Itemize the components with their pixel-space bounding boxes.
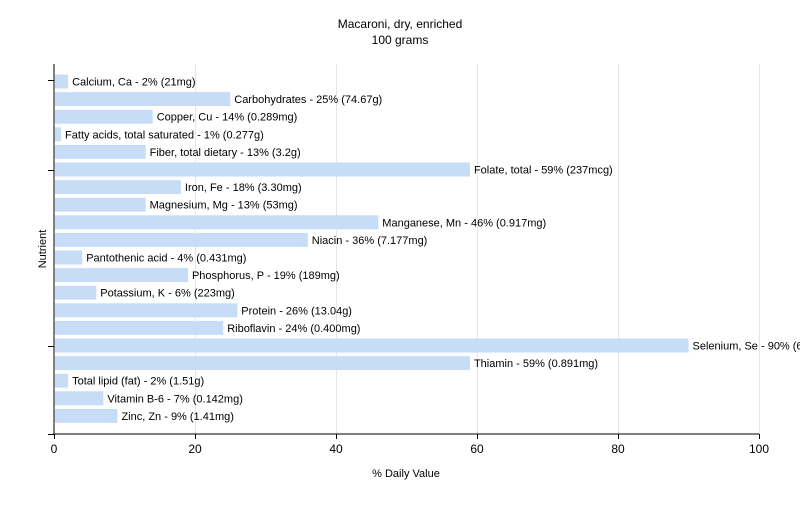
bar bbox=[55, 233, 308, 247]
bar bbox=[55, 374, 68, 388]
x-tick-label: 40 bbox=[329, 442, 343, 456]
bar bbox=[55, 391, 103, 405]
bar-label: Folate, total - 59% (237mcg) bbox=[474, 165, 613, 177]
bar bbox=[55, 303, 237, 317]
bar-label: Fatty acids, total saturated - 1% (0.277… bbox=[65, 129, 264, 141]
bar bbox=[55, 180, 181, 194]
bar-label: Fiber, total dietary - 13% (3.2g) bbox=[150, 147, 301, 159]
chart-title: Macaroni, dry, enriched bbox=[338, 17, 463, 31]
x-tick-label: 60 bbox=[470, 442, 484, 456]
bar-label: Phosphorus, P - 19% (189mg) bbox=[192, 270, 340, 282]
y-axis-label: Nutrient bbox=[37, 230, 49, 269]
bar-label: Copper, Cu - 14% (0.289mg) bbox=[157, 112, 298, 124]
bar bbox=[55, 339, 689, 353]
bar bbox=[55, 198, 146, 212]
bar bbox=[55, 215, 378, 229]
bar-label: Riboflavin - 24% (0.400mg) bbox=[227, 323, 360, 335]
bar-label: Total lipid (fat) - 2% (1.51g) bbox=[72, 376, 204, 388]
bar bbox=[55, 356, 470, 370]
bar bbox=[55, 321, 223, 335]
bar bbox=[55, 127, 61, 141]
bar bbox=[55, 92, 230, 106]
bar-label: Manganese, Mn - 46% (0.917mg) bbox=[382, 217, 546, 229]
x-tick-label: 80 bbox=[611, 442, 625, 456]
bar-label: Pantothenic acid - 4% (0.431mg) bbox=[86, 253, 246, 265]
x-tick-label: 100 bbox=[749, 442, 769, 456]
bar bbox=[55, 110, 153, 124]
bar-label: Iron, Fe - 18% (3.30mg) bbox=[185, 182, 302, 194]
bar-label: Carbohydrates - 25% (74.67g) bbox=[234, 94, 382, 106]
bar bbox=[55, 286, 96, 300]
bar-label: Protein - 26% (13.04g) bbox=[241, 305, 352, 317]
x-ticks: 0 20 40 60 80 100 bbox=[51, 434, 770, 456]
bar-label: Niacin - 36% (7.177mg) bbox=[312, 235, 428, 247]
x-axis-label: % Daily Value bbox=[372, 468, 440, 480]
x-tick-label: 0 bbox=[51, 442, 58, 456]
bar-label: Magnesium, Mg - 13% (53mg) bbox=[150, 200, 298, 212]
bar-label: Potassium, K - 6% (223mg) bbox=[100, 288, 235, 300]
bar bbox=[55, 251, 82, 265]
bar bbox=[55, 268, 188, 282]
bar bbox=[55, 145, 146, 159]
x-tick-label: 20 bbox=[188, 442, 202, 456]
chart-subtitle: 100 grams bbox=[372, 33, 429, 47]
bar-label: Zinc, Zn - 9% (1.41mg) bbox=[121, 411, 233, 423]
bar bbox=[55, 163, 470, 177]
bar-label: Calcium, Ca - 2% (21mg) bbox=[72, 77, 195, 89]
bar bbox=[55, 409, 117, 423]
bar bbox=[55, 75, 68, 89]
bar-label: Thiamin - 59% (0.891mg) bbox=[474, 358, 598, 370]
bar-label: Selenium, Se - 90% (63.2mcg) bbox=[693, 341, 800, 353]
bar-label: Vitamin B-6 - 7% (0.142mg) bbox=[107, 393, 243, 405]
